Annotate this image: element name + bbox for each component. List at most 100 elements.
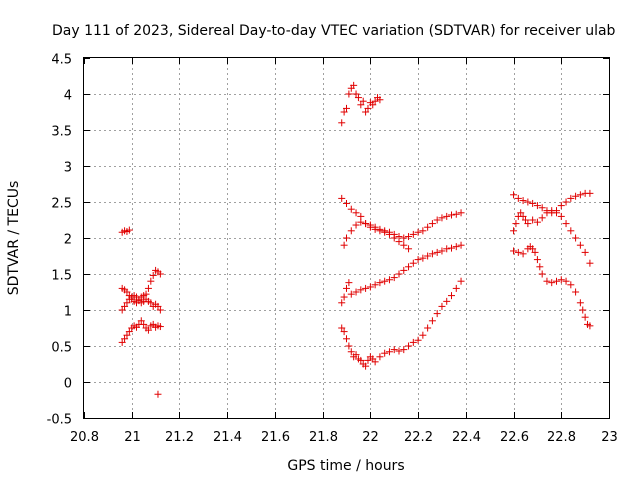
data-point [154, 390, 162, 398]
data-point [147, 299, 155, 307]
data-point [352, 90, 360, 98]
data-point [156, 270, 164, 278]
data-point [448, 292, 455, 300]
data-point [438, 247, 446, 255]
data-point [147, 277, 155, 285]
data-point [390, 274, 398, 282]
y-tick-label: 3.5 [51, 125, 72, 140]
data-point [452, 210, 460, 218]
data-point [144, 284, 152, 292]
data-point [156, 323, 164, 331]
data-point [135, 295, 143, 303]
data-point [338, 119, 346, 127]
data-point [364, 104, 372, 112]
series-seg-c3 [510, 243, 594, 330]
y-tick-label: 1.5 [51, 269, 72, 284]
data-point [118, 306, 126, 314]
data-point [536, 263, 544, 271]
data-point [538, 270, 546, 278]
data-point [409, 338, 417, 346]
y-tick-label: 1 [64, 305, 72, 320]
data-point [533, 202, 541, 210]
data-point [371, 223, 379, 231]
data-point [414, 336, 422, 344]
data-point [376, 353, 384, 361]
data-point [581, 313, 589, 321]
data-point [125, 226, 133, 234]
data-point [548, 279, 556, 287]
x-tick-label: 21.2 [165, 430, 194, 445]
data-point [364, 356, 372, 364]
x-tick-label: 22.2 [404, 430, 433, 445]
data-point [362, 220, 370, 228]
data-point [340, 293, 348, 301]
data-point [343, 104, 350, 112]
data-point [385, 348, 393, 356]
data-point [529, 199, 537, 207]
data-point [586, 189, 594, 197]
data-point [519, 197, 527, 205]
axis-ticks [84, 58, 610, 419]
data-point [156, 306, 164, 314]
data-point [343, 234, 350, 242]
data-point [362, 108, 370, 116]
data-point [395, 347, 403, 355]
data-point [366, 221, 374, 229]
data-point [419, 331, 427, 339]
data-point [385, 228, 393, 236]
data-point [414, 228, 422, 236]
data-point [357, 356, 365, 364]
data-point [443, 297, 451, 305]
data-point [457, 209, 465, 217]
data-point [338, 194, 346, 202]
data-point [586, 322, 594, 330]
data-point [149, 271, 157, 279]
data-points [118, 81, 594, 398]
series-seg-a3 [118, 292, 164, 314]
data-point [428, 317, 436, 325]
data-point [121, 335, 129, 343]
data-point [395, 270, 403, 278]
x-tick-label: 23 [601, 430, 618, 445]
series-seg-b1 [338, 81, 384, 127]
data-point [340, 241, 348, 249]
data-point [123, 288, 131, 296]
x-tick-label: 21.8 [309, 430, 338, 445]
data-point [381, 277, 389, 285]
data-point [123, 331, 131, 339]
data-point [376, 96, 384, 104]
data-point [529, 245, 537, 253]
data-point [576, 241, 584, 249]
data-point [371, 97, 379, 105]
series-seg-c2 [510, 207, 594, 267]
series-seg-a5 [154, 390, 162, 398]
data-point [357, 218, 365, 226]
y-tick-label: 0 [64, 377, 72, 392]
data-point [572, 288, 580, 296]
data-point [517, 209, 525, 217]
data-point [424, 223, 432, 231]
data-point [521, 216, 529, 224]
data-point [395, 233, 403, 241]
data-point [457, 277, 465, 285]
data-point [524, 220, 532, 228]
x-tick-label: 20.8 [70, 430, 99, 445]
data-point [581, 248, 589, 256]
data-point [350, 81, 358, 89]
data-point [371, 358, 379, 366]
data-point [424, 252, 432, 260]
series-seg-b5 [338, 277, 465, 370]
x-tick-label: 22.6 [500, 430, 529, 445]
data-point [381, 227, 389, 235]
data-point [409, 230, 417, 238]
plot-frame [83, 57, 610, 419]
data-point [512, 220, 520, 228]
data-point [452, 243, 460, 251]
data-point [343, 199, 350, 207]
data-point [543, 209, 551, 217]
data-point [343, 335, 350, 343]
data-point [357, 101, 365, 109]
data-point [538, 204, 546, 212]
data-point [433, 216, 441, 224]
chart-title: Day 111 of 2023, Sidereal Day-to-day VTE… [52, 23, 616, 39]
